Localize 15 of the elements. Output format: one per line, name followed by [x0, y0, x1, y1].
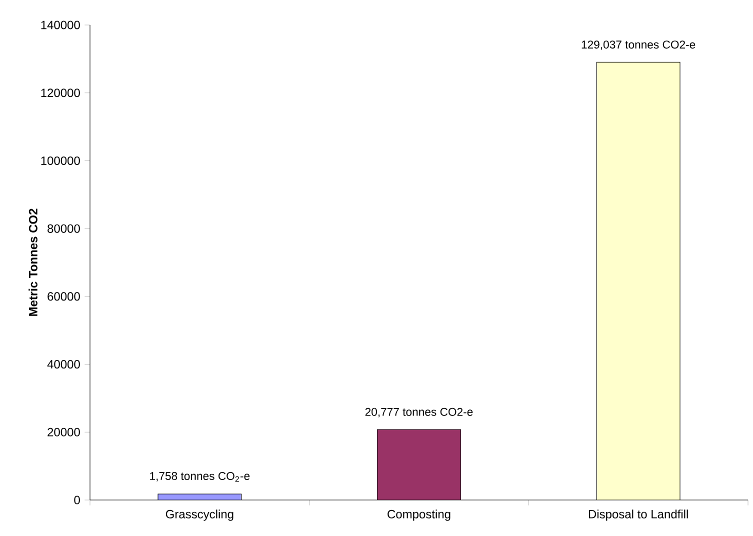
y-tick-label: 60000	[48, 292, 80, 301]
data-label: 129,037 tonnes CO2-e	[582, 40, 696, 50]
data-label: 1,758 tonnes CO$_{2}$-e	[150, 472, 250, 482]
y-tick-label: 40000	[47, 360, 80, 369]
y-axis-title: Metric Tonnes CO2	[28, 208, 38, 316]
y-tick-label: 100000	[41, 156, 80, 165]
y-tick-label: 0	[74, 496, 80, 504]
y-tick-label: 120000	[41, 88, 80, 98]
y-tick-label: 20000	[48, 428, 80, 436]
x-tick-label: Grasscycling	[166, 510, 234, 521]
x-tick-label: Disposal to Landfill	[588, 510, 688, 521]
y-tick-label: 140000	[41, 20, 80, 30]
x-tick-label: Composting	[388, 510, 450, 521]
y-tick-label: 80000	[48, 224, 80, 233]
data-label: 20,777 tonnes CO2-e	[365, 408, 473, 418]
